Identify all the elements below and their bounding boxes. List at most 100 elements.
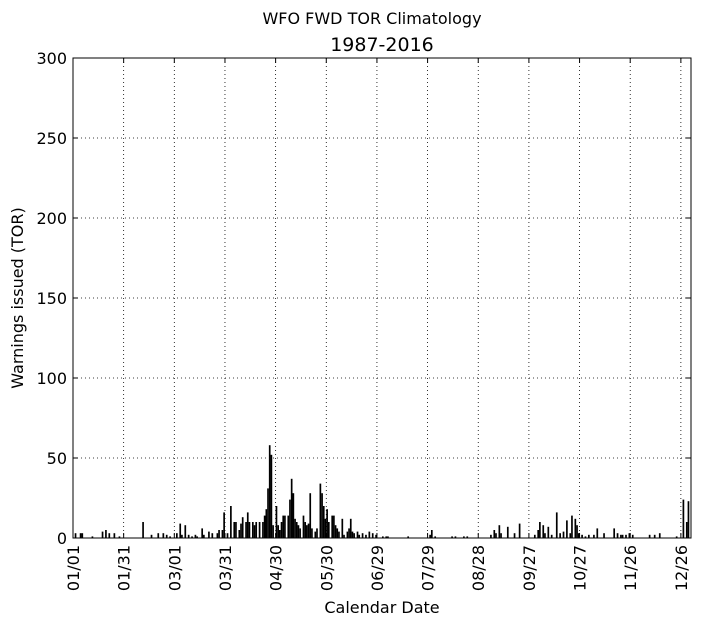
bar bbox=[334, 525, 337, 538]
bar bbox=[181, 534, 183, 538]
bar bbox=[569, 533, 572, 538]
y-tick-label: 300 bbox=[36, 49, 67, 68]
bar bbox=[275, 506, 278, 538]
bar bbox=[290, 478, 293, 538]
bar bbox=[321, 493, 323, 538]
bar bbox=[348, 528, 350, 538]
bar bbox=[238, 530, 241, 538]
bar bbox=[201, 528, 204, 538]
bar bbox=[235, 522, 237, 538]
x-tick-label: 07/29 bbox=[419, 545, 438, 591]
bar bbox=[307, 523, 310, 538]
bar bbox=[493, 530, 496, 538]
bar bbox=[280, 522, 283, 538]
bar bbox=[279, 530, 281, 538]
bar bbox=[463, 536, 465, 538]
bar bbox=[255, 522, 258, 538]
bar bbox=[311, 528, 313, 538]
bar bbox=[319, 483, 322, 538]
bar bbox=[430, 530, 433, 538]
bar bbox=[577, 533, 580, 538]
bar bbox=[302, 515, 305, 538]
bar bbox=[248, 522, 251, 538]
x-tick-label: 08/28 bbox=[469, 545, 488, 591]
bar bbox=[118, 536, 121, 538]
y-tick-label: 250 bbox=[36, 129, 67, 148]
bar bbox=[251, 522, 254, 538]
bar bbox=[682, 499, 685, 538]
bar bbox=[574, 518, 577, 538]
bar bbox=[385, 536, 388, 538]
bar bbox=[258, 522, 261, 538]
bar bbox=[81, 533, 84, 538]
bar bbox=[506, 526, 509, 538]
bar bbox=[241, 517, 244, 538]
bar bbox=[382, 536, 384, 538]
bar bbox=[513, 533, 516, 538]
bar bbox=[466, 536, 469, 538]
bar bbox=[277, 525, 279, 538]
bar bbox=[240, 523, 242, 538]
bar bbox=[331, 515, 334, 538]
bar bbox=[596, 528, 599, 538]
bar bbox=[500, 533, 502, 538]
bar bbox=[270, 454, 273, 538]
bar bbox=[559, 533, 561, 538]
bar bbox=[162, 533, 165, 538]
bar bbox=[533, 534, 536, 538]
x-tick-label: 11/26 bbox=[621, 545, 640, 591]
bar bbox=[299, 528, 301, 538]
bar bbox=[539, 522, 541, 538]
bar bbox=[246, 512, 249, 538]
bar bbox=[375, 534, 377, 538]
y-tick-label: 200 bbox=[36, 209, 67, 228]
x-tick-label: 03/31 bbox=[216, 545, 235, 591]
bar bbox=[542, 525, 545, 538]
bar bbox=[262, 522, 264, 538]
bar bbox=[157, 533, 160, 538]
bar bbox=[221, 530, 224, 538]
bar bbox=[658, 533, 661, 538]
x-tick-label: 10/27 bbox=[571, 545, 590, 591]
bar bbox=[216, 533, 219, 538]
bar bbox=[429, 534, 431, 538]
bar bbox=[336, 528, 339, 538]
chart-title: WFO FWD TOR Climatology bbox=[262, 9, 481, 28]
bar bbox=[603, 533, 605, 538]
bar bbox=[292, 493, 295, 538]
bar bbox=[346, 531, 349, 538]
bar bbox=[194, 534, 197, 538]
bar bbox=[268, 445, 271, 538]
bar bbox=[368, 531, 371, 538]
bar bbox=[544, 533, 546, 538]
bar bbox=[289, 499, 291, 538]
bar bbox=[648, 534, 651, 538]
bar bbox=[267, 488, 269, 538]
bar bbox=[371, 533, 374, 538]
bar bbox=[327, 522, 330, 538]
bar bbox=[324, 518, 327, 538]
bar bbox=[211, 533, 214, 538]
bar bbox=[407, 536, 410, 538]
x-axis-label: Calendar Date bbox=[324, 598, 439, 617]
x-tick-label: 05/30 bbox=[317, 545, 336, 591]
bar bbox=[295, 522, 298, 538]
bar bbox=[566, 520, 568, 538]
bar bbox=[223, 512, 225, 538]
bar bbox=[555, 512, 558, 538]
y-tick-label: 100 bbox=[36, 369, 67, 388]
bar bbox=[495, 533, 497, 538]
x-tick-label: 04/30 bbox=[267, 545, 286, 591]
bar bbox=[562, 531, 565, 538]
bar bbox=[272, 525, 274, 538]
y-tick-label: 0 bbox=[57, 529, 67, 548]
bar bbox=[675, 536, 678, 538]
bar bbox=[613, 528, 616, 538]
bar bbox=[571, 515, 573, 538]
bar bbox=[353, 533, 355, 538]
bar bbox=[343, 534, 345, 538]
bar bbox=[326, 509, 328, 538]
x-tick-label: 03/01 bbox=[165, 545, 184, 591]
bar bbox=[287, 515, 290, 538]
